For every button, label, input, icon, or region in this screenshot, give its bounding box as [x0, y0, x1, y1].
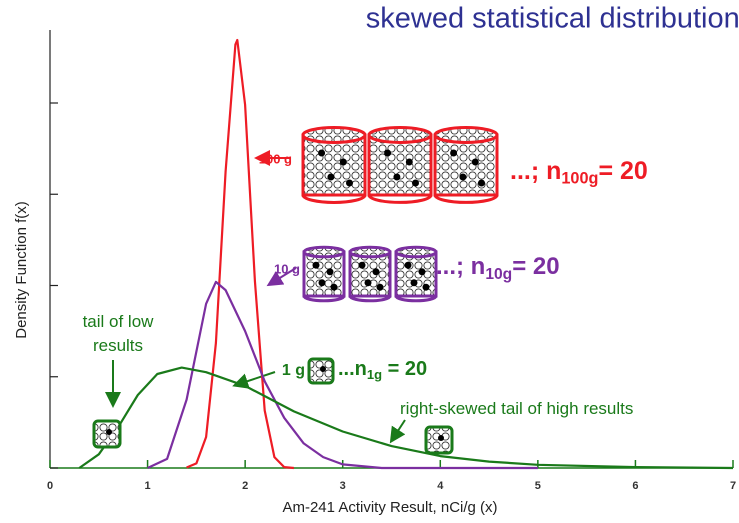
cylinder-bottom — [367, 194, 433, 204]
sample-icon — [348, 245, 392, 303]
cylinder-top — [301, 126, 367, 144]
sample-label: 1 g — [282, 362, 305, 379]
x-tick-label: 7 — [730, 480, 736, 492]
annotation: ...; n100g= 20 — [510, 157, 648, 188]
particle — [405, 158, 413, 166]
x-tick-label: 4 — [437, 480, 444, 492]
x-axis-label: Am-241 Activity Result, nCi/g (x) — [282, 499, 497, 516]
arrows — [105, 150, 406, 444]
x-tick-label: 0 — [47, 480, 53, 492]
particle — [450, 149, 458, 157]
particle — [459, 173, 467, 181]
sample-icon — [302, 245, 346, 303]
particle — [412, 179, 419, 187]
sample-icon — [424, 425, 454, 455]
particle — [438, 435, 444, 441]
sample-icon — [301, 126, 367, 204]
cylinder-bottom — [348, 295, 392, 303]
cylinder-body — [348, 250, 392, 298]
cylinder-top — [302, 245, 346, 259]
sample-icon — [433, 126, 499, 204]
sample-label: 100 g — [259, 151, 292, 166]
cylinder-top — [367, 126, 433, 144]
particle — [330, 283, 338, 291]
cylinder-bottom — [301, 194, 367, 204]
curve — [186, 38, 295, 470]
particle — [364, 279, 372, 287]
particle — [418, 268, 426, 276]
annotation-sub: 1g — [367, 367, 382, 382]
annotation-text: tail of low — [83, 312, 155, 331]
annotation: ...n1g = 20 — [338, 358, 427, 382]
sample-icon — [367, 126, 433, 204]
annotation-text: ...; n — [510, 157, 561, 185]
particle — [404, 261, 412, 269]
particle — [384, 149, 392, 157]
annotation: results — [93, 336, 143, 355]
sample-icon — [307, 357, 335, 385]
sample-icon — [92, 419, 122, 449]
particle — [339, 158, 347, 166]
cylinder-top — [394, 245, 438, 259]
particle — [376, 283, 384, 291]
particle — [478, 179, 485, 187]
cylinder-body — [302, 250, 346, 298]
cylinder-body — [394, 250, 438, 298]
cylinder-top — [348, 245, 392, 259]
annotation-sub: 100g — [561, 170, 598, 188]
annotation-tail: = 20 — [512, 253, 559, 280]
particle — [106, 429, 112, 435]
annotation-text: results — [93, 336, 143, 355]
annotation-sub: 10g — [485, 266, 512, 283]
x-tick-label: 5 — [535, 480, 541, 492]
cylinder-body — [433, 133, 499, 197]
sample-icon — [394, 245, 438, 303]
x-tick-label: 3 — [340, 480, 346, 492]
particle — [358, 261, 366, 269]
sample-label: 10 g — [274, 261, 300, 276]
particle — [372, 268, 380, 276]
cylinder-bottom — [394, 295, 438, 303]
particle — [422, 283, 430, 291]
annotation-tail: = 20 — [598, 157, 647, 185]
cylinder-body — [367, 133, 433, 197]
particle — [320, 366, 326, 372]
annotation-text: right-skewed tail of high results — [400, 399, 633, 418]
curve — [147, 280, 538, 470]
x-tick-label: 1 — [145, 480, 151, 492]
cylinder-top — [433, 126, 499, 144]
annotation-tail: = 20 — [382, 358, 427, 380]
particle — [327, 173, 335, 181]
cylinder-bottom — [433, 194, 499, 204]
cylinder-body — [301, 133, 367, 197]
particle — [410, 279, 418, 287]
particle — [318, 279, 326, 287]
curve — [78, 366, 734, 470]
annotation-text: ...; n — [436, 253, 485, 280]
annotation: right-skewed tail of high results — [400, 399, 633, 418]
y-axis-label: Density Function f(x) — [13, 201, 30, 339]
annotation: ...; n10g= 20 — [436, 253, 560, 283]
particle — [326, 268, 334, 276]
cylinder-bottom — [302, 295, 346, 303]
particle — [471, 158, 479, 166]
particle — [318, 149, 326, 157]
annotation-text: ...n — [338, 358, 367, 380]
particle — [312, 261, 320, 269]
particle — [393, 173, 401, 181]
annotation: tail of low — [83, 312, 155, 331]
particle — [346, 179, 353, 187]
x-tick-label: 2 — [242, 480, 248, 492]
x-tick-label: 6 — [632, 480, 638, 492]
chart-title: skewed statistical distributions — [366, 3, 739, 35]
